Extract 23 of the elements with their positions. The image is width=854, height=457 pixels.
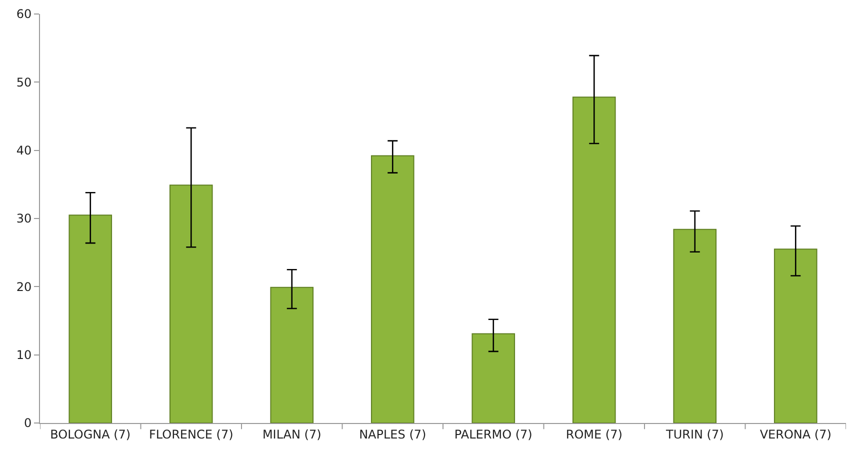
- x-tick-label: VERONA (7): [760, 427, 832, 442]
- x-tick-label: BOLOGNA (7): [50, 427, 131, 442]
- x-tick-label: TURIN (7): [664, 427, 724, 442]
- y-tick-label: 60: [16, 7, 32, 22]
- y-tick-label: 50: [16, 75, 32, 90]
- y-tick-label: 30: [16, 212, 32, 226]
- y-tick-label: 20: [16, 280, 32, 294]
- bar: [472, 333, 516, 423]
- bar: [270, 286, 314, 423]
- y-tick-label: 0: [24, 416, 32, 430]
- x-tick-label: PALERMO (7): [454, 427, 532, 442]
- bar: [169, 184, 213, 423]
- bar: [68, 214, 112, 423]
- y-tick-label: 40: [16, 144, 32, 158]
- bar: [673, 228, 717, 423]
- x-tick-label: NAPLES (7): [359, 427, 426, 442]
- bar: [370, 155, 414, 423]
- x-tick-label: FLORENCE (7): [148, 427, 234, 442]
- bar: [774, 248, 818, 423]
- x-tick-label: MILAN (7): [262, 427, 322, 442]
- bar: [572, 96, 616, 423]
- y-tick-label: 10: [16, 348, 32, 362]
- x-tick-label: ROME (7): [566, 427, 622, 442]
